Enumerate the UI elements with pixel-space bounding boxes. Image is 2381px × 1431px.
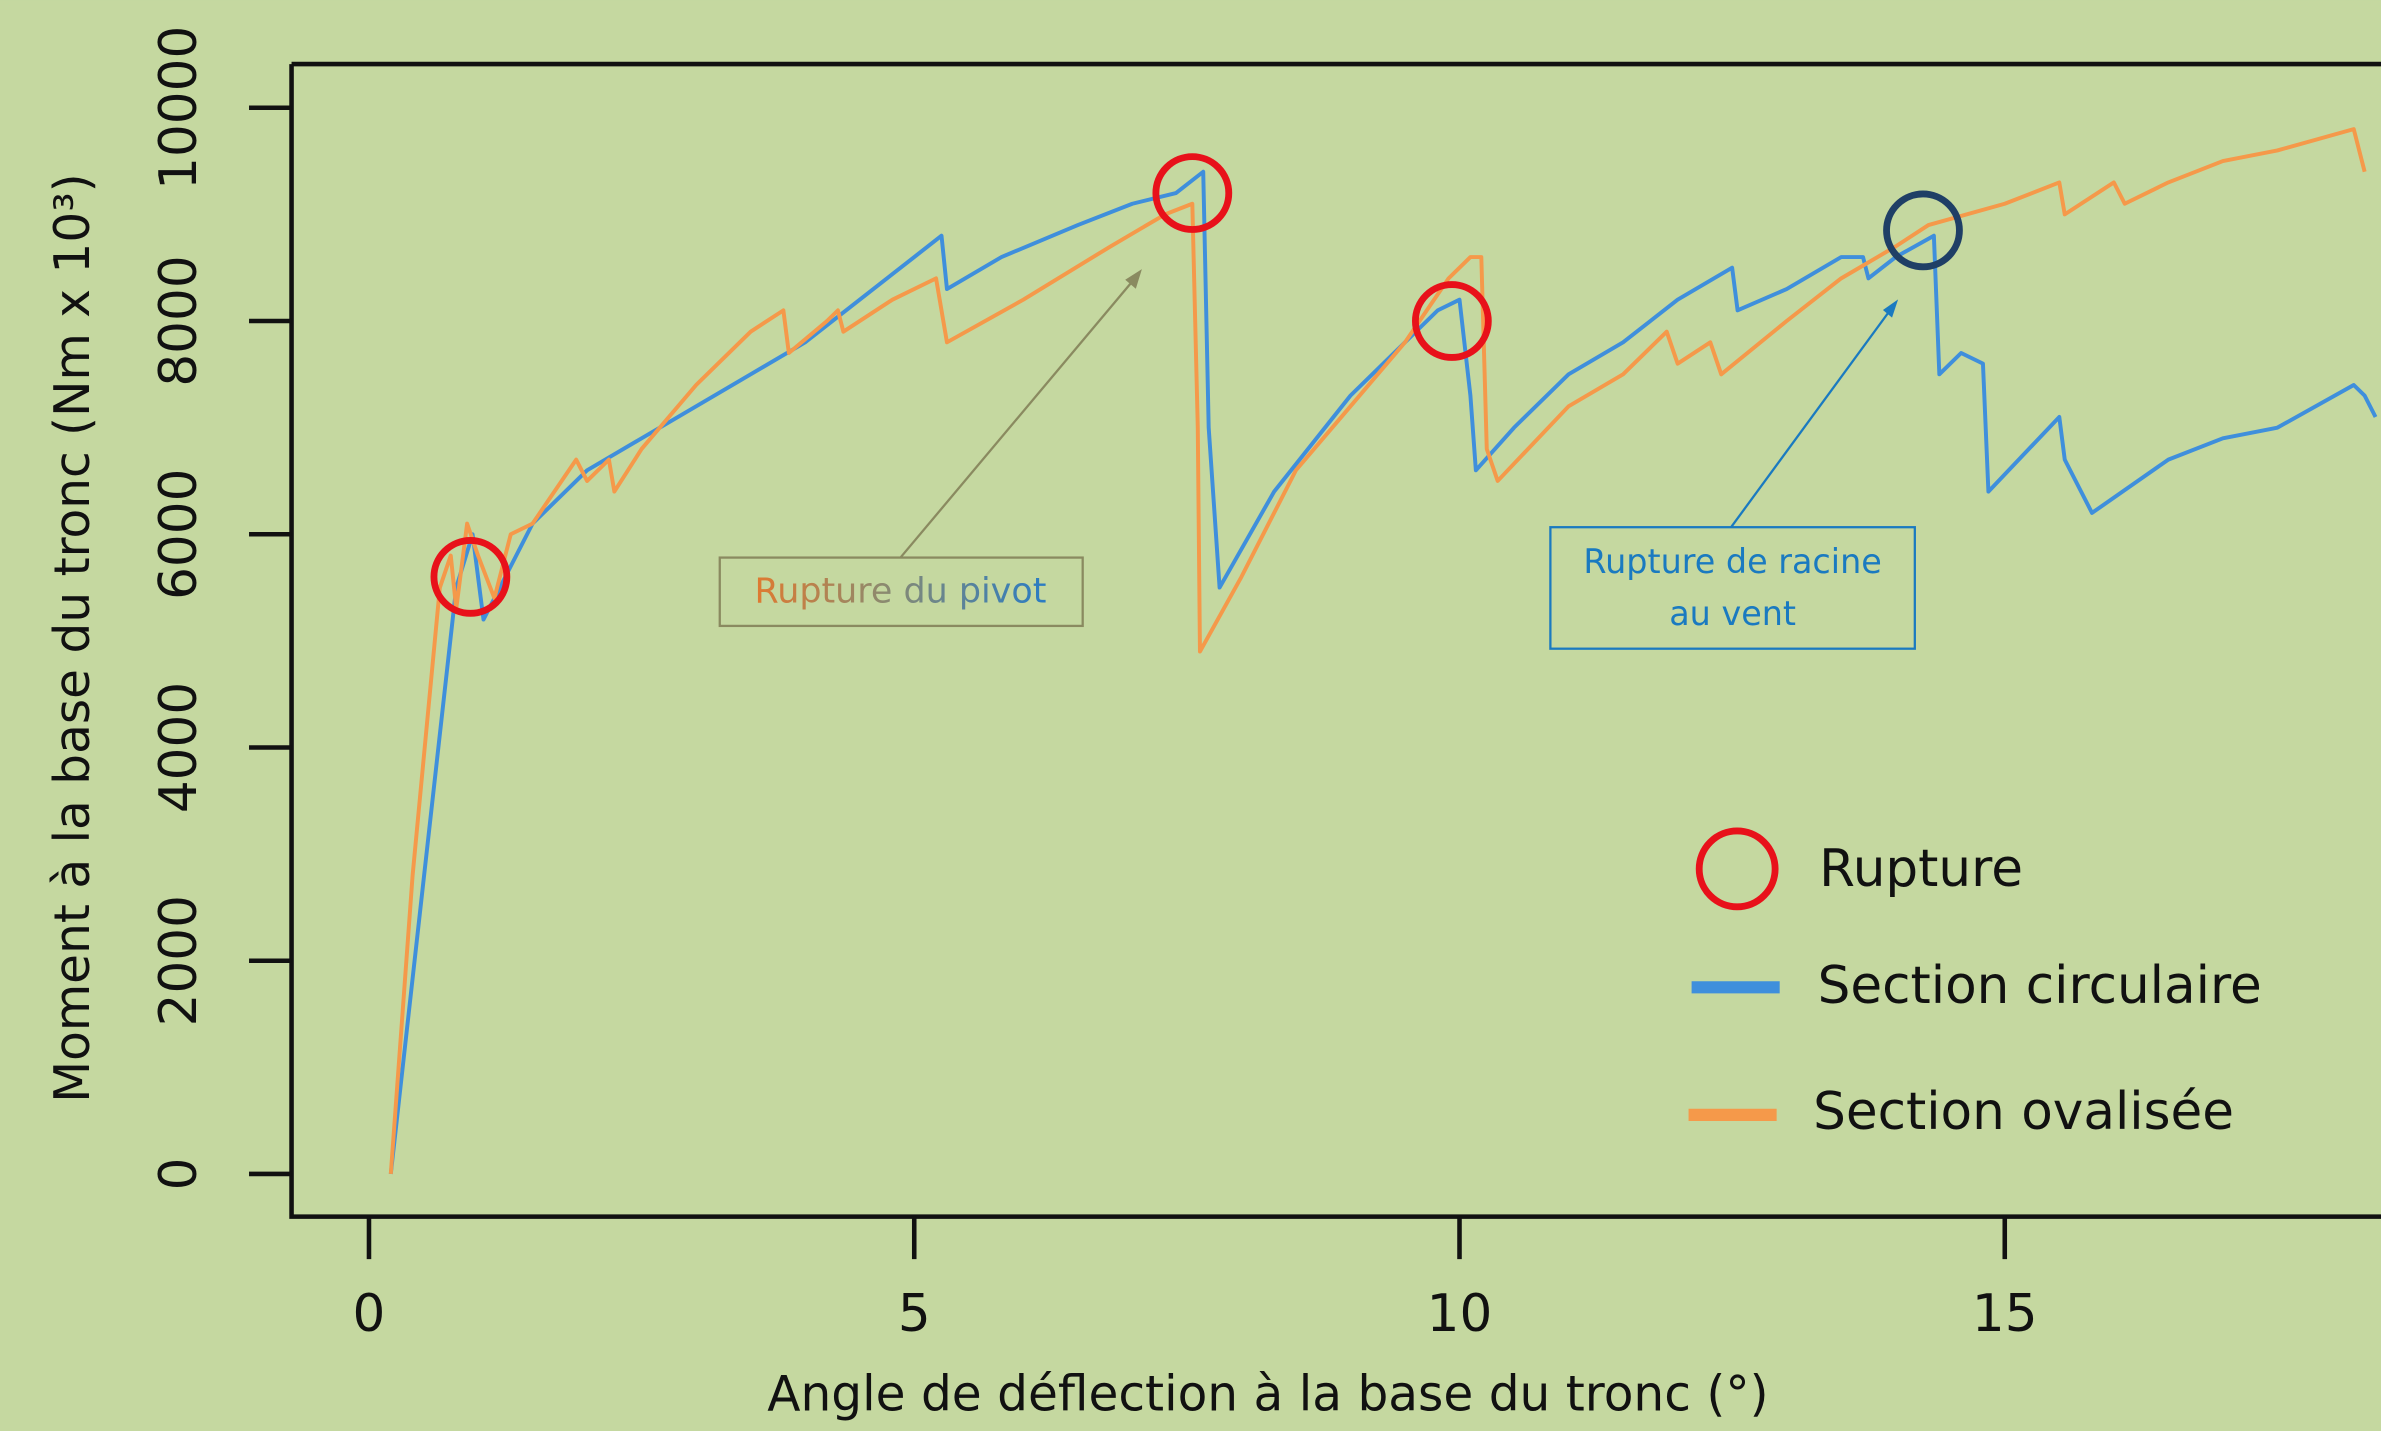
legend-label: Rupture bbox=[1819, 839, 2023, 899]
x-tick-label: 0 bbox=[353, 1284, 386, 1344]
x-tick-label: 10 bbox=[1427, 1284, 1493, 1344]
rupture-marker bbox=[1412, 281, 1492, 361]
rupture-marker bbox=[1152, 153, 1233, 233]
series-line bbox=[388, 169, 2378, 1175]
annotation-text: Rupture de racine bbox=[1583, 542, 1881, 581]
annotation-arrow bbox=[1730, 304, 1895, 528]
arrow-head bbox=[1882, 299, 1899, 318]
legend-marker bbox=[1695, 827, 1779, 911]
plot-area bbox=[388, 127, 2378, 1175]
axis-frame bbox=[289, 64, 2381, 1219]
rupture-marker bbox=[430, 537, 511, 617]
y-tick-label: 10000 bbox=[149, 26, 209, 190]
legend-label: Section ovalisée bbox=[1813, 1082, 2234, 1142]
rupture-marker bbox=[1883, 190, 1963, 271]
y-tick-label: 6000 bbox=[149, 469, 209, 600]
legend-label: Section circulaire bbox=[1818, 956, 2262, 1016]
arrow-head bbox=[1125, 269, 1142, 289]
annotation-arrow bbox=[899, 272, 1140, 559]
series-line bbox=[388, 127, 2367, 1175]
y-axis-label: Moment à la base du tronc (Nm x 10³) bbox=[45, 173, 101, 1102]
annotation-text: Rupture du pivot bbox=[755, 572, 1047, 612]
y-tick-label: 4000 bbox=[149, 682, 209, 813]
x-axis-label: Angle de déflection à la base du tronc (… bbox=[767, 1366, 1768, 1422]
x-tick-label: 15 bbox=[1972, 1284, 2038, 1344]
y-tick-label: 8000 bbox=[149, 255, 209, 386]
y-tick-label: 2000 bbox=[149, 895, 209, 1026]
x-tick-label: 5 bbox=[898, 1284, 931, 1344]
annotation-box bbox=[1549, 526, 1916, 650]
annotation-text: au vent bbox=[1669, 594, 1796, 633]
legend: Rupture Section circulaire Section ovali… bbox=[1688, 827, 2262, 1142]
y-tick-label: 0 bbox=[149, 1158, 209, 1191]
annotation-box bbox=[718, 556, 1084, 628]
